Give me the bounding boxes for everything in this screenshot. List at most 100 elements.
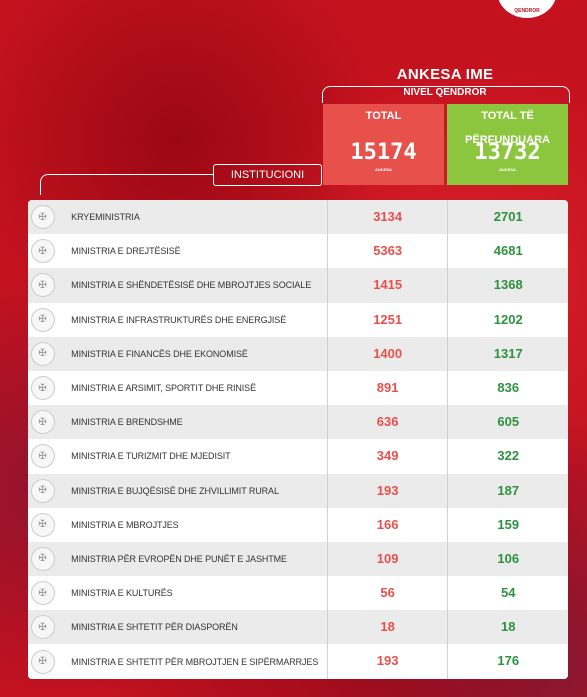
complaints-table: ✠ KRYEMINISTRIA 3134 2701 ✠ MINISTRIA E DREJT… [28, 200, 568, 679]
institution-name: MINISTRIA PËR EVROPËN DHE PUNËT E JASHTM… [71, 553, 287, 564]
emblem-icon: ✠ [30, 546, 55, 571]
total-count: 1400 [326, 336, 448, 371]
emblem-icon: ✠ [30, 444, 55, 469]
institution-name: MINISTRIA E MBROJTJES [71, 519, 179, 530]
total-count: 166 [326, 507, 448, 542]
emblem-icon: ✠ [28, 410, 57, 435]
total-count: 3134 [326, 200, 448, 235]
emblem-icon: ✠ [28, 444, 57, 469]
emblem-icon: ✠ [30, 205, 55, 230]
emblem-icon: ✠ [28, 512, 57, 537]
emblem-icon: ✠ [30, 239, 55, 264]
institution-name: MINISTRIA E BUJQËSISË DHE ZHVILLIMIT RUR… [71, 485, 279, 496]
total-label: TOTAL [323, 104, 444, 128]
total-count: 636 [326, 405, 448, 440]
emblem-icon: ✠ [28, 546, 57, 571]
institution-name: MINISTRIA E BRENDSHME [71, 417, 183, 428]
emblem-icon: ✠ [28, 239, 57, 264]
table-row: ✠ MINISTRIA E BUJQËSISË DHE ZHVILLIMIT RU… [28, 473, 568, 508]
table-row: ✠ MINISTRIA E INFRASTRUKTURËS DHE ENERGJI… [28, 302, 568, 337]
emblem-icon: ✠ [30, 512, 55, 537]
institution-name: MINISTRIA E KULTURËS [71, 588, 173, 599]
done-count: 1368 [447, 268, 568, 303]
table-row: ✠ MINISTRIA E FINANCËS DHE EKONOMISË 1400 1… [28, 336, 568, 371]
done-count: 176 [447, 644, 568, 679]
done-count: 187 [447, 473, 568, 508]
table-row: ✠ MINISTRIA E SHTETIT PËR DIASPORËN 18 18 [28, 610, 568, 645]
total-count: 1415 [326, 268, 448, 303]
column-header-institution: INSTITUCIONI [213, 164, 322, 186]
table-row: ✠ MINISTRIA E SHËNDETËSISË DHE MBROJTJES … [28, 268, 568, 303]
column-bracket [40, 174, 214, 195]
emblem-icon: ✠ [28, 649, 57, 674]
institution-name: KRYEMINISTRIA [71, 212, 140, 223]
emblem-icon: ✠ [28, 307, 57, 332]
done-count: 322 [447, 439, 568, 474]
done-label: TOTAL TË PËRFUNDUARA [465, 110, 550, 146]
total-count: 5363 [326, 234, 448, 269]
logo: QENDROR [497, 0, 557, 18]
table-row: ✠ KRYEMINISTRIA 3134 2701 [28, 200, 568, 235]
emblem-icon: ✠ [30, 341, 55, 366]
done-count: 106 [447, 541, 568, 577]
table-row: ✠ MINISTRIA E ARSIMIT, SPORTIT DHE RINISË… [28, 370, 568, 406]
done-count: 4681 [447, 234, 568, 269]
header-frame [322, 86, 570, 103]
total-value: 15174 [350, 140, 417, 165]
done-unit: ANKESA [499, 167, 516, 172]
emblem-icon: ✠ [28, 341, 57, 366]
done-count: 836 [447, 370, 568, 406]
total-count: 349 [326, 439, 448, 474]
emblem-icon: ✠ [28, 478, 57, 503]
done-count: 1202 [447, 302, 568, 337]
table-row: ✠ MINISTRIA E DREJTËSISË 5363 4681 [28, 234, 568, 269]
logo-text: QENDROR [514, 8, 540, 14]
emblem-icon: ✠ [30, 307, 55, 332]
institution-name: MINISTRIA E SHTETIT PËR MBROJTJEN E SIPË… [71, 656, 319, 667]
done-count: 159 [447, 507, 568, 542]
emblem-icon: ✠ [30, 615, 55, 640]
institution-name: MINISTRIA E ARSIMIT, SPORTIT DHE RINISË [71, 383, 256, 394]
total-count: 1251 [326, 302, 448, 337]
institution-name: MINISTRIA E SHËNDETËSISË DHE MBROJTJES S… [71, 280, 312, 291]
emblem-icon: ✠ [30, 410, 55, 435]
table-row: ✠ MINISTRIA E TURIZMIT DHE MJEDISIT 349 322 [28, 439, 568, 474]
emblem-icon: ✠ [28, 376, 57, 401]
total-count: 109 [326, 541, 448, 577]
table-row: ✠ MINISTRIA E MBROJTJES 166 159 [28, 507, 568, 542]
page-title: ANKESA IME [396, 66, 494, 83]
emblem-icon: ✠ [30, 649, 55, 674]
done-count: 54 [447, 576, 568, 611]
emblem-icon: ✠ [28, 205, 57, 230]
done-count: 1317 [447, 336, 568, 371]
done-count: 18 [447, 610, 568, 645]
done-card: TOTAL TË PËRFUNDUARA 13732 ANKESA [447, 104, 568, 185]
total-count: 193 [326, 644, 448, 679]
total-count: 891 [326, 370, 448, 406]
institution-name: MINISTRIA E FINANCËS DHE EKONOMISË [71, 348, 248, 359]
institution-name: MINISTRIA E SHTETIT PËR DIASPORËN [71, 622, 238, 633]
institution-name: MINISTRIA E INFRASTRUKTURËS DHE ENERGJIS… [71, 314, 287, 325]
done-count: 2701 [447, 200, 568, 235]
emblem-icon: ✠ [30, 273, 55, 298]
table-row: ✠ MINISTRIA E KULTURËS 56 54 [28, 576, 568, 611]
table-row: ✠ MINISTRIA E SHTETIT PËR MBROJTJEN E SIP… [28, 644, 568, 679]
total-count: 18 [326, 610, 448, 645]
emblem-icon: ✠ [28, 581, 57, 606]
emblem-icon: ✠ [28, 273, 57, 298]
done-count: 605 [447, 405, 568, 440]
table-row: ✠ MINISTRIA E BRENDSHME 636 605 [28, 405, 568, 440]
page-subtitle: NIVEL QENDROR [403, 87, 487, 98]
total-card: TOTAL 15174 ANKESA [323, 104, 444, 185]
emblem-icon: ✠ [30, 581, 55, 606]
emblem-icon: ✠ [28, 615, 57, 640]
total-count: 56 [326, 576, 448, 611]
table-row: ✠ MINISTRIA PËR EVROPËN DHE PUNËT E JASHT… [28, 541, 568, 577]
done-value: 13732 [474, 140, 541, 165]
institution-name: MINISTRIA E TURIZMIT DHE MJEDISIT [71, 451, 231, 462]
institution-name: MINISTRIA E DREJTËSISË [71, 246, 181, 257]
total-unit: ANKESA [375, 167, 392, 172]
emblem-icon: ✠ [30, 478, 55, 503]
total-count: 193 [326, 473, 448, 508]
emblem-icon: ✠ [30, 376, 55, 401]
